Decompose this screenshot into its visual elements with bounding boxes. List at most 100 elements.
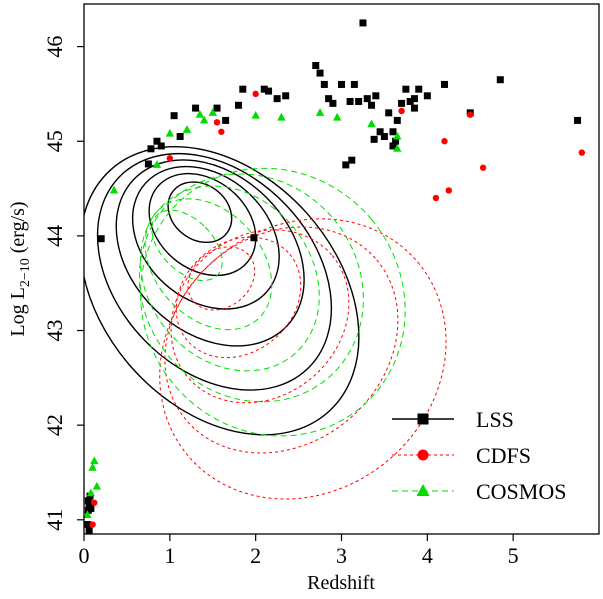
point-lss [370, 135, 378, 143]
point-lss [147, 145, 155, 153]
y-axis-title: Log L2−10 (erg/s) [7, 201, 33, 336]
point-cosmos [195, 109, 205, 118]
contour-lss [84, 146, 360, 436]
legend-marker-cdfs [417, 449, 429, 461]
point-lss [410, 95, 418, 103]
point-lss [320, 80, 328, 88]
x-axis: 0 1 2 3 4 5 [79, 534, 519, 568]
point-lss [85, 527, 93, 534]
point-lss [260, 85, 268, 93]
x-tick-label: 0 [79, 543, 90, 568]
contour-lss [96, 152, 333, 391]
y-axis: 41 42 43 44 45 46 [42, 36, 84, 531]
point-lss [441, 80, 448, 88]
point-cosmos [109, 185, 119, 194]
x-tick-label: 2 [250, 543, 261, 568]
point-cosmos [90, 456, 99, 465]
x-tick-label: 5 [508, 543, 519, 568]
y-axis-title-suffix: (erg/s) [7, 201, 29, 258]
point-lss [273, 95, 281, 103]
point-lss [355, 97, 363, 105]
contour-cdfs [175, 236, 302, 359]
point-cdfs [398, 107, 405, 115]
point-cosmos [152, 160, 162, 168]
contour-cdfs [159, 218, 447, 500]
point-lss [265, 87, 273, 95]
legend-marker-lss [417, 413, 429, 425]
data-points [84, 19, 586, 534]
point-lss [329, 99, 337, 107]
point-cosmos [208, 108, 217, 116]
point-lss [325, 95, 333, 103]
legend: LSS CDFS COSMOS [392, 407, 566, 504]
point-cosmos [393, 144, 402, 152]
point-cdfs [252, 90, 259, 98]
point-cdfs [441, 138, 448, 145]
point-lss [316, 69, 324, 77]
point-cdfs [432, 194, 440, 202]
contour-cdfs [164, 226, 399, 454]
point-lss [157, 142, 165, 150]
point-cdfs [578, 149, 586, 156]
point-lss [393, 116, 401, 124]
point-lss [372, 92, 380, 100]
point-lss [153, 137, 161, 145]
point-cosmos [165, 128, 175, 137]
point-lss [338, 80, 345, 88]
point-lss [144, 160, 152, 168]
density-contours [84, 146, 447, 500]
point-lss [368, 101, 376, 109]
point-cdfs [213, 119, 221, 126]
point-lss [415, 85, 423, 93]
point-lss [282, 92, 290, 100]
y-tick-label: 46 [42, 36, 67, 58]
point-lss [359, 19, 367, 27]
x-tick-label: 4 [422, 543, 433, 568]
point-lss [170, 112, 178, 120]
point-lss [312, 62, 320, 70]
point-lss [239, 85, 247, 93]
point-lss [342, 161, 350, 169]
y-axis-title-subscript: 2−10 [18, 258, 33, 287]
point-cosmos [277, 112, 286, 121]
legend-label-cdfs: CDFS [476, 443, 531, 468]
contour-lss [115, 159, 305, 347]
point-lss [402, 85, 410, 93]
point-lss [392, 137, 400, 145]
contour-cosmos [144, 198, 273, 331]
point-cdfs [91, 499, 98, 506]
x-tick-label: 3 [336, 543, 347, 568]
legend-marker-cosmos [416, 484, 430, 496]
point-cdfs [479, 164, 487, 171]
point-cosmos [393, 131, 402, 140]
point-lss [97, 235, 105, 243]
y-tick-label: 44 [42, 225, 67, 247]
point-lss [250, 234, 258, 242]
point-lss [84, 497, 92, 505]
point-lss [192, 104, 200, 112]
contour-cosmos [151, 209, 223, 282]
point-lss [389, 142, 397, 150]
x-axis-title: Redshift [307, 572, 375, 594]
contour-lss [167, 181, 233, 244]
point-cdfs [166, 155, 174, 162]
point-lss [380, 133, 388, 140]
point-lss [176, 133, 184, 140]
point-cdfs [445, 187, 452, 194]
contour-lss [131, 165, 280, 310]
point-cosmos [86, 488, 96, 497]
contour-cosmos [138, 173, 364, 403]
point-lss [376, 128, 384, 136]
point-cosmos [251, 110, 260, 119]
y-tick-label: 42 [42, 414, 67, 436]
y-tick-label: 43 [42, 320, 67, 342]
legend-label-cosmos: COSMOS [476, 479, 566, 504]
point-lss [385, 109, 393, 117]
point-cosmos [199, 115, 209, 124]
point-lss [496, 76, 504, 84]
point-cosmos [367, 119, 376, 128]
contour-lss [148, 172, 257, 277]
point-lss [346, 97, 354, 105]
y-tick-label: 41 [42, 509, 67, 531]
